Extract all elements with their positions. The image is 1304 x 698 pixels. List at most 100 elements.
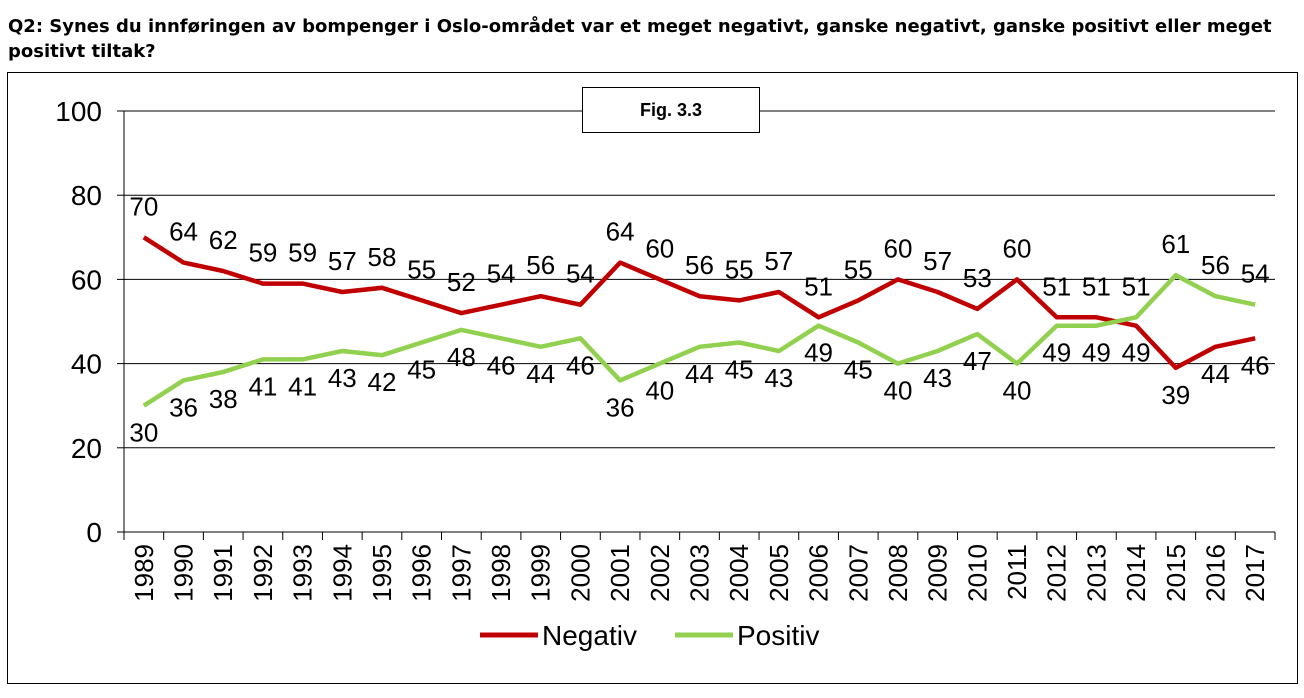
x-tick-label: 2013 [1081,544,1111,602]
x-tick-label: 1989 [129,544,159,602]
data-label: 61 [1161,229,1190,259]
x-tick-label: 1992 [248,544,278,602]
data-label: 56 [526,250,555,280]
data-label: 70 [129,191,158,221]
x-tick-label: 1991 [208,544,238,602]
data-label: 40 [1003,376,1032,406]
data-label: 60 [883,233,912,263]
data-label: 44 [685,359,714,389]
x-tick-label: 1996 [407,544,437,602]
data-label: 56 [1201,250,1230,280]
data-label: 58 [368,242,397,272]
x-tick-label: 2001 [605,544,635,602]
series-line-positiv [142,272,1256,408]
data-label: 55 [844,254,873,284]
x-tick-label: 1994 [327,544,357,602]
data-label: 55 [407,254,436,284]
x-tick-label: 2017 [1240,544,1270,602]
data-label: 36 [169,392,198,422]
data-label: 45 [725,355,754,385]
y-tick-label: 100 [55,96,102,127]
x-tick-label: 2011 [1002,544,1032,600]
x-tick-label: 1998 [486,544,516,602]
data-label: 46 [566,350,595,380]
data-label: 30 [129,418,158,448]
x-tick-label: 1993 [288,544,318,602]
x-tick-label: 2010 [962,544,992,602]
data-label: 51 [1122,271,1151,301]
data-label: 59 [288,238,317,268]
data-label: 48 [447,342,476,372]
data-label: 47 [963,346,992,376]
data-label: 51 [1082,271,1111,301]
x-tick-label: 1990 [169,544,199,602]
x-tick-label: 2016 [1200,544,1230,602]
y-tick-label: 0 [86,517,102,548]
data-label: 49 [1082,338,1111,368]
data-label: 64 [169,217,198,247]
data-label: 60 [645,233,674,263]
data-label: 41 [248,371,277,401]
y-tick-label: 80 [71,180,102,211]
data-label: 53 [963,263,992,293]
data-label: 45 [407,355,436,385]
x-tick-label: 2009 [923,544,953,602]
x-tick-label: 1995 [367,544,397,602]
data-label: 44 [526,359,555,389]
x-tick-label: 1997 [446,544,476,602]
data-label: 45 [844,355,873,385]
x-tick-label: 2004 [724,544,754,602]
x-tick-label: 2014 [1121,544,1151,602]
data-label: 51 [1042,271,1071,301]
x-tick-label: 2006 [804,544,834,602]
data-label: 43 [923,363,952,393]
data-label: 56 [685,250,714,280]
x-tick-label: 2000 [565,544,595,602]
data-label: 42 [368,367,397,397]
data-label: 36 [606,392,635,422]
data-label: 49 [804,338,833,368]
data-label: 39 [1161,380,1190,410]
x-tick-label: 2012 [1042,544,1072,602]
legend-label-negativ: Negativ [542,620,637,651]
data-label: 54 [1241,259,1270,289]
data-label: 38 [209,384,238,414]
x-tick-label: 2008 [883,544,913,602]
x-tick-label: 2005 [764,544,794,602]
data-label: 49 [1122,338,1151,368]
data-label: 57 [764,246,793,276]
data-label: 64 [606,217,635,247]
data-label: 57 [923,246,952,276]
data-label: 51 [804,271,833,301]
data-label: 46 [1241,350,1270,380]
chart-frame [7,72,1298,684]
question-title: Q2: Synes du innføringen av bompenger i … [8,16,1272,62]
data-label: 59 [248,238,277,268]
data-label: 46 [487,350,516,380]
x-tick-label: 2015 [1161,544,1191,602]
data-label: 49 [1042,338,1071,368]
data-label: 44 [1201,359,1230,389]
legend-label-positiv: Positiv [737,620,819,651]
data-label: 43 [764,363,793,393]
data-label: 60 [1003,233,1032,263]
data-label: 55 [725,254,754,284]
data-label: 54 [487,259,516,289]
x-tick-label: 2002 [645,544,675,602]
x-tick-label: 2007 [843,544,873,602]
data-label: 43 [328,363,357,393]
data-label: 54 [566,259,595,289]
data-label: 40 [645,376,674,406]
y-tick-label: 40 [71,349,102,380]
x-tick-label: 2003 [685,544,715,602]
series-line-negativ [142,235,1256,371]
y-tick-label: 20 [71,433,102,464]
data-label: 57 [328,246,357,276]
figure-label: Fig. 3.3 [582,87,760,133]
x-tick-label: 1999 [526,544,556,602]
y-tick-label: 60 [71,264,102,295]
data-label: 40 [883,376,912,406]
data-label: 41 [288,371,317,401]
data-label: 62 [209,225,238,255]
